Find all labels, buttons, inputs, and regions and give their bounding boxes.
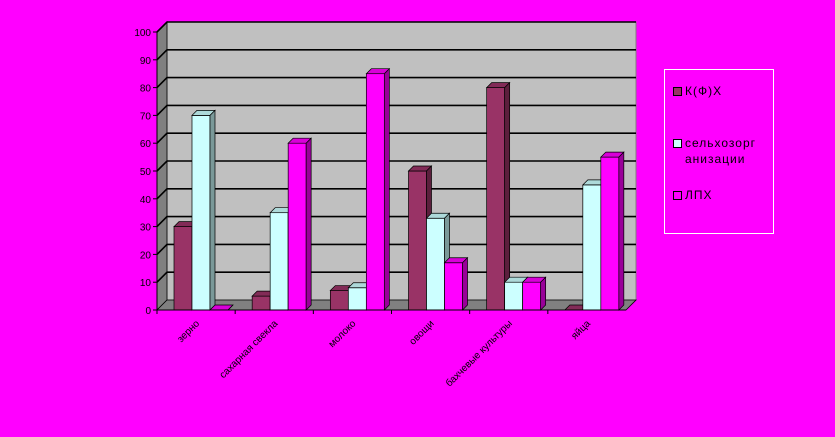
y-tick-label: 20 — [140, 250, 152, 261]
legend-label-lph: ЛПХ — [685, 188, 713, 202]
bar-side — [305, 137, 312, 311]
bar-kfh-3 — [407, 165, 433, 311]
y-tick-label: 50 — [140, 167, 152, 178]
bar-front — [251, 295, 271, 311]
y-tick-label: 100 — [134, 28, 151, 39]
bar-kfh-4 — [485, 81, 511, 311]
x-tick-label: сахарная свекла — [218, 318, 281, 381]
x-tick-label: бахчевые культуры — [443, 318, 515, 390]
plot-area — [156, 21, 637, 311]
x-tick-label: овощи — [408, 318, 437, 347]
bar-front — [347, 287, 367, 311]
gridline — [156, 132, 636, 144]
gridline — [156, 215, 636, 228]
gridline — [156, 48, 636, 61]
bar-org-0 — [191, 109, 216, 311]
gridline — [156, 76, 636, 89]
y-tick-label: 30 — [140, 223, 152, 234]
legend-swatch-org — [673, 139, 682, 148]
bar-side — [209, 109, 216, 311]
bar-front — [173, 226, 193, 311]
bar-front — [486, 87, 506, 311]
bar-front — [287, 142, 307, 311]
gridline — [156, 160, 636, 172]
bar-front — [600, 156, 620, 311]
bar-front — [444, 262, 463, 311]
bar-lph-2 — [365, 67, 391, 311]
y-tick-label: 80 — [140, 84, 152, 95]
y-tick-label: 10 — [140, 278, 152, 289]
x-tick-label: молоко — [327, 318, 359, 350]
bar-side — [504, 81, 511, 311]
bars-layer — [173, 67, 625, 311]
legend: К(Ф)Х сельхозорг анизации ЛПХ — [664, 69, 774, 234]
bar-front — [504, 281, 524, 311]
bar-front — [191, 115, 211, 311]
legend-label-org-line2: анизации — [685, 152, 746, 166]
legend-label-kfh: К(Ф)Х — [685, 84, 723, 98]
legend-swatch-kfh — [673, 87, 682, 96]
gridline — [156, 104, 636, 116]
bar-front — [582, 184, 602, 311]
gridline — [156, 188, 636, 200]
bar-front — [408, 170, 427, 311]
y-tick-label: 70 — [140, 111, 152, 122]
bar-lph-3 — [443, 256, 469, 311]
bar-side — [383, 67, 390, 311]
bar-side — [462, 256, 468, 311]
x-tick-label: яйца — [569, 318, 593, 342]
legend-label-org-line1: сельхозорг — [685, 136, 757, 150]
bar-front — [426, 217, 445, 311]
y-tick-label: 0 — [145, 306, 151, 317]
y-tick-label: 60 — [140, 139, 152, 150]
bar-lph-5 — [599, 151, 625, 311]
x-tick-label: зерно — [175, 318, 202, 345]
gridline — [156, 271, 636, 283]
gridline — [156, 21, 636, 33]
bar-side — [618, 151, 625, 311]
gridline — [156, 243, 636, 255]
bar-front — [329, 290, 349, 311]
y-tick-label: 90 — [140, 56, 152, 67]
y-tick-label: 40 — [140, 195, 152, 206]
bar-side — [540, 276, 547, 311]
bar-front — [365, 73, 385, 311]
bar-front — [522, 281, 542, 311]
bar-lph-1 — [287, 137, 313, 311]
legend-swatch-lph — [673, 191, 682, 200]
bar-front — [269, 212, 289, 311]
bar-side — [227, 304, 234, 311]
bar-lph-4 — [521, 276, 547, 311]
